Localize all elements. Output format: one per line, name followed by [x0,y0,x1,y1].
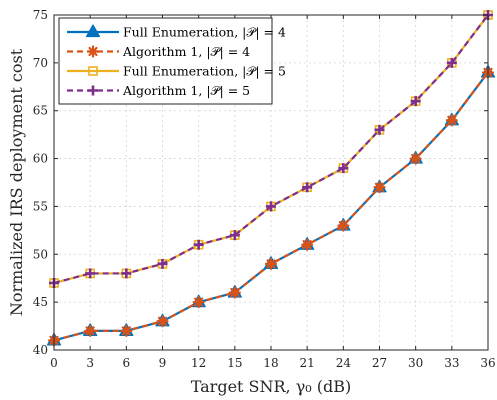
y-tick-label: 70 [33,56,48,70]
x-tick-label: 12 [191,356,206,370]
y-tick-label: 50 [33,247,48,261]
data-point-marker [264,257,278,270]
legend-label: Full Enumeration, |𝒫| = 4 [123,25,286,40]
y-tick-label: 45 [33,295,48,309]
data-point-marker [374,124,385,135]
y-tick-label: 60 [33,152,48,166]
data-point-marker [88,85,98,96]
legend: Full Enumeration, |𝒫| = 4 Algorithm 1, |𝒫… [58,17,286,105]
y-tick-label: 75 [33,8,48,22]
legend-entry: Algorithm 1, |𝒫| = 5 [67,83,250,98]
data-point-marker [157,258,168,269]
x-tick-label: 6 [123,356,131,370]
x-tick-label: 3 [86,356,94,370]
legend-label: Full Enumeration, |𝒫| = 5 [123,64,286,79]
data-point-marker [192,296,205,309]
x-tick-label: 18 [263,356,278,370]
x-tick-label: 33 [444,356,459,370]
data-point-marker [446,57,457,68]
data-point-marker [86,45,100,58]
data-point-marker [301,238,314,251]
x-tick-label: 36 [480,356,495,370]
data-point-marker [88,66,98,76]
data-point-marker [193,239,204,250]
legend-entry: Full Enumeration, |𝒫| = 4 [67,24,286,40]
data-point-marker [338,163,349,174]
data-point-marker [156,315,169,328]
x-axis-label: Target SNR, γ₀ (dB) [191,377,352,396]
x-tick-label: 15 [227,356,242,370]
data-point-marker [85,24,101,38]
data-point-marker [120,324,133,337]
legend-label: Algorithm 1, |𝒫| = 4 [122,44,250,59]
legend-label: Algorithm 1, |𝒫| = 5 [122,83,250,98]
x-tick-label: 21 [300,356,315,370]
legend-entry: Algorithm 1, |𝒫| = 4 [67,44,250,59]
data-point-marker [229,230,240,241]
data-point-marker [410,96,421,107]
x-tick-label: 30 [408,356,423,370]
data-point-marker [85,268,96,279]
y-tick-label: 55 [33,199,48,213]
y-tick-label: 40 [33,343,48,357]
data-point-marker [228,286,241,299]
x-tick-label: 9 [159,356,167,370]
x-tick-label: 24 [336,356,352,370]
series-layer [46,10,496,347]
series-2 [47,66,495,347]
data-point-marker [302,182,313,193]
data-point-marker [84,324,97,337]
data-point-marker [266,201,276,212]
y-axis-label: Normalized IRS deployment cost [7,48,26,316]
series-4 [49,10,493,288]
legend-entry: Full Enumeration, |𝒫| = 5 [67,64,286,79]
data-point-marker [445,114,458,127]
data-point-marker [409,152,422,165]
x-tick-label: 27 [372,356,387,370]
data-point-marker [337,219,350,232]
x-tick-label: 0 [50,356,58,370]
y-tick-label: 65 [33,104,48,118]
data-point-marker [121,268,132,279]
data-point-marker [373,181,386,194]
